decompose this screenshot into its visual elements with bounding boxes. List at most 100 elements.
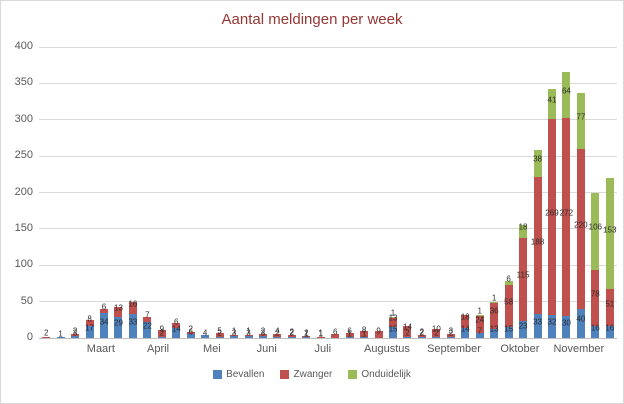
bar-segment-zwanger[interactable]	[143, 316, 152, 322]
bar-segment-zwanger[interactable]	[446, 334, 455, 337]
legend-item-bevallen[interactable]: Bevallen	[213, 369, 264, 380]
bar-segment-bevallen[interactable]	[562, 316, 571, 338]
bar-week-33: 15 58 6	[501, 47, 515, 338]
bar-segment-bevallen[interactable]	[547, 314, 556, 338]
bar-segment-zwanger[interactable]	[128, 302, 137, 314]
bar-segment-zwanger[interactable]	[389, 317, 398, 328]
bar-segment-onduidelijk[interactable]	[475, 314, 484, 316]
gridline	[39, 46, 617, 48]
legend-item-onduidelijk[interactable]: Onduidelijk	[348, 369, 411, 380]
bar-segment-zwanger[interactable]	[605, 289, 614, 327]
bar-segment-bevallen[interactable]	[100, 313, 109, 338]
bar-segment-bevallen[interactable]	[172, 327, 181, 338]
bar-segment-onduidelijk[interactable]	[576, 92, 585, 149]
bar-segment-onduidelijk[interactable]	[605, 177, 614, 290]
bar-segment-zwanger[interactable]	[417, 335, 426, 337]
bar-segment-bevallen[interactable]	[504, 327, 513, 338]
bar-segment-zwanger[interactable]	[345, 332, 354, 338]
bar-segment-zwanger[interactable]	[100, 308, 109, 314]
bar-segment-zwanger[interactable]	[331, 333, 340, 338]
bar-segment-bevallen[interactable]	[71, 335, 80, 338]
bar-segment-zwanger[interactable]	[316, 336, 325, 338]
data-label-bevallen: 1	[347, 329, 352, 339]
bar-segment-bevallen[interactable]	[302, 337, 311, 338]
bar-segment-bevallen[interactable]	[157, 336, 166, 338]
bar-segment-zwanger[interactable]	[85, 319, 94, 326]
bar-segment-zwanger[interactable]	[302, 335, 311, 338]
data-label-bevallen: 2	[275, 328, 280, 338]
bar-segment-bevallen[interactable]	[591, 326, 600, 338]
bar-segment-bevallen[interactable]	[389, 327, 398, 338]
bar-segment-bevallen[interactable]	[533, 314, 542, 338]
bar-segment-bevallen[interactable]	[576, 308, 585, 338]
bar-segment-bevallen[interactable]	[490, 328, 499, 338]
data-label-zwanger: 2	[72, 326, 78, 336]
bar-segment-bevallen[interactable]	[475, 332, 484, 338]
bar-segment-zwanger[interactable]	[71, 334, 80, 336]
bar-segment-zwanger[interactable]	[273, 333, 282, 337]
bar-segment-onduidelijk[interactable]	[490, 301, 499, 303]
bar-segment-bevallen[interactable]	[360, 337, 369, 338]
bar-segment-zwanger[interactable]	[157, 330, 166, 337]
bar-segment-bevallen[interactable]	[143, 322, 152, 338]
bar-segment-zwanger[interactable]	[533, 177, 542, 314]
bar-segment-bevallen[interactable]	[230, 335, 239, 338]
bar-segment-zwanger[interactable]	[490, 302, 499, 329]
bar-segment-zwanger[interactable]	[461, 314, 470, 328]
bar-segment-zwanger[interactable]	[547, 119, 556, 315]
bar-segment-zwanger[interactable]	[287, 335, 296, 337]
bar-segment-bevallen[interactable]	[605, 326, 614, 338]
bar-segment-bevallen[interactable]	[403, 336, 412, 338]
bar-segment-zwanger[interactable]	[591, 269, 600, 327]
bar-segment-bevallen[interactable]	[417, 336, 426, 338]
bar-segment-onduidelijk[interactable]	[591, 192, 600, 270]
data-label-zwanger: 18	[460, 312, 470, 322]
bar-segment-bevallen[interactable]	[345, 337, 354, 338]
bar-segment-onduidelijk[interactable]	[562, 71, 571, 119]
bar-segment-onduidelijk[interactable]	[547, 89, 556, 120]
bar-segment-bevallen[interactable]	[85, 325, 94, 338]
bar-segment-bevallen[interactable]	[128, 314, 137, 338]
bar-segment-bevallen[interactable]	[316, 337, 325, 338]
bar-segment-bevallen[interactable]	[186, 333, 195, 338]
bar-segment-bevallen[interactable]	[215, 336, 224, 338]
bar-segment-zwanger[interactable]	[432, 329, 441, 337]
data-label-zwanger: 24	[475, 315, 485, 325]
bar-week-36: 32 269 41	[545, 47, 559, 338]
bar-segment-bevallen[interactable]	[273, 336, 282, 338]
bar-segment-bevallen[interactable]	[244, 335, 253, 338]
bar-segment-bevallen[interactable]	[519, 321, 528, 338]
bar-segment-zwanger[interactable]	[244, 335, 253, 336]
bar-segment-zwanger[interactable]	[172, 323, 181, 328]
bar-segment-onduidelijk[interactable]	[389, 316, 398, 318]
bar-segment-zwanger[interactable]	[562, 118, 571, 317]
bar-segment-zwanger[interactable]	[504, 284, 513, 328]
bar-segment-bevallen[interactable]	[446, 336, 455, 338]
bar-segment-onduidelijk[interactable]	[519, 224, 528, 238]
bar-segment-onduidelijk[interactable]	[533, 149, 542, 178]
bar-segment-zwanger[interactable]	[258, 334, 267, 336]
bar-segment-bevallen[interactable]	[114, 316, 123, 338]
bar-segment-zwanger[interactable]	[230, 335, 239, 336]
bar-segment-zwanger[interactable]	[374, 331, 383, 338]
bar-segment-bevallen[interactable]	[201, 335, 210, 338]
y-axis-tick-label: 300	[14, 112, 33, 125]
bar-segment-bevallen[interactable]	[432, 336, 441, 338]
bar-segment-bevallen[interactable]	[287, 336, 296, 338]
bar-segment-bevallen[interactable]	[258, 335, 267, 338]
bar-segment-onduidelijk[interactable]	[504, 280, 513, 285]
bar-segment-bevallen[interactable]	[461, 327, 470, 338]
bar-segment-zwanger[interactable]	[360, 331, 369, 338]
bar-segment-zwanger[interactable]	[403, 326, 412, 337]
bar-segment-bevallen[interactable]	[56, 337, 65, 338]
bar-segment-zwanger[interactable]	[576, 148, 585, 309]
bar-segment-zwanger[interactable]	[215, 332, 224, 337]
bar-segment-zwanger[interactable]	[475, 315, 484, 333]
bar-week-10: 14 6	[169, 47, 183, 338]
bar-segment-zwanger[interactable]	[519, 237, 528, 322]
legend-item-zwanger[interactable]: Zwanger	[280, 369, 332, 380]
bar-segment-zwanger[interactable]	[114, 307, 123, 317]
bar-segment-zwanger[interactable]	[42, 336, 51, 338]
bar-segment-zwanger[interactable]	[186, 332, 195, 334]
